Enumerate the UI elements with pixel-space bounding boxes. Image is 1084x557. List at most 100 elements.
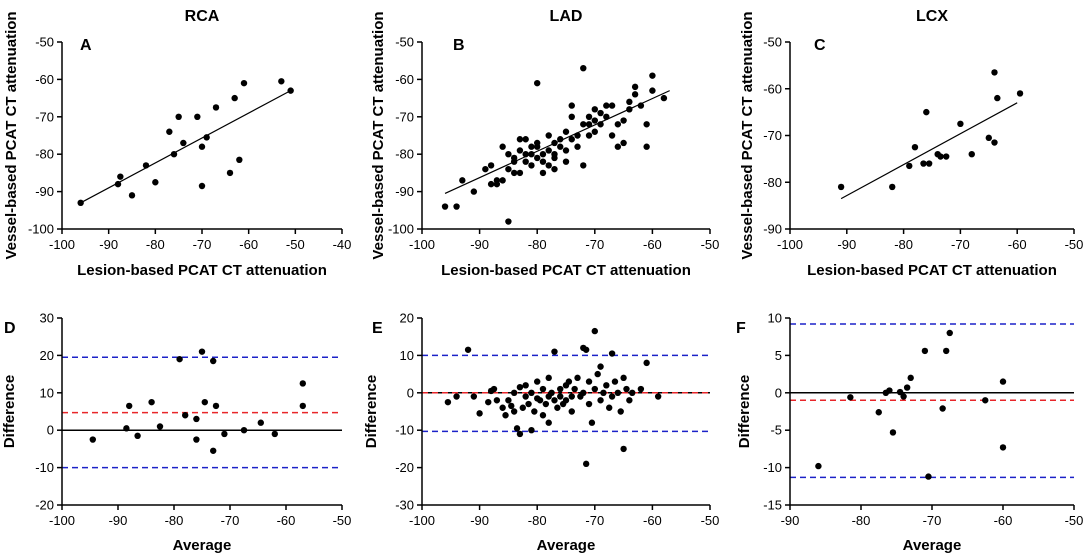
- data-point: [585, 132, 593, 139]
- x-tick-label: -60: [239, 237, 258, 252]
- data-point: [482, 165, 489, 173]
- data-point: [637, 102, 645, 109]
- y-tick-label: -100: [388, 222, 414, 237]
- y-tick-label: 0: [775, 385, 782, 400]
- y-tick-label: -10: [35, 460, 54, 475]
- data-point: [580, 162, 587, 169]
- data-point: [994, 94, 1001, 102]
- data-point: [943, 153, 950, 160]
- data-point: [510, 389, 518, 396]
- data-point: [562, 128, 570, 135]
- x-tick-label: -50: [286, 237, 305, 252]
- y-tick-label: 10: [40, 385, 54, 400]
- data-point: [198, 143, 206, 150]
- data-point: [522, 393, 529, 400]
- data-point: [502, 412, 509, 419]
- data-point: [999, 378, 1007, 385]
- y-tick-label: -50: [395, 35, 414, 50]
- data-point: [545, 419, 552, 426]
- data-point: [568, 136, 575, 143]
- data-point: [508, 402, 515, 410]
- x-tick-label: -50: [1065, 237, 1084, 252]
- y-tick-label: -30: [395, 498, 414, 513]
- data-point: [614, 121, 622, 128]
- data-point: [505, 218, 512, 225]
- y-tick-label: 10: [768, 311, 782, 326]
- data-point: [441, 203, 449, 210]
- y-tick-label: -10: [763, 460, 782, 475]
- chart-title: RCA: [185, 8, 220, 25]
- data-point: [925, 473, 932, 480]
- data-point: [565, 378, 573, 385]
- data-point: [505, 397, 512, 404]
- x-tick-label: -70: [951, 237, 970, 252]
- x-tick-label: -90: [109, 513, 128, 528]
- data-point: [968, 151, 975, 158]
- y-tick-label: 5: [775, 348, 782, 363]
- data-point: [889, 183, 896, 191]
- data-point: [597, 109, 604, 117]
- x-tick-label: -90: [470, 237, 489, 252]
- data-point: [554, 404, 561, 411]
- data-point: [620, 445, 627, 453]
- data-point: [603, 382, 610, 389]
- data-point: [510, 169, 518, 177]
- data-point: [588, 419, 596, 426]
- x-tick-label: -90: [837, 237, 856, 252]
- data-point: [591, 385, 598, 393]
- x-tick-label: -50: [701, 513, 720, 528]
- data-point: [534, 378, 541, 385]
- data-point: [182, 412, 189, 419]
- data-point: [591, 117, 598, 124]
- data-point: [551, 397, 558, 404]
- data-point: [114, 180, 122, 188]
- data-point: [875, 409, 882, 416]
- data-point: [548, 389, 555, 396]
- data-point: [847, 394, 854, 401]
- x-tick-label: -60: [277, 513, 296, 528]
- data-point: [240, 79, 248, 87]
- x-axis-label: Lesion-based PCAT CT attenuation: [77, 262, 327, 279]
- data-point: [231, 94, 238, 102]
- chart-title: LAD: [550, 8, 583, 25]
- data-point: [585, 378, 593, 385]
- y-axis-label: Difference: [1, 375, 18, 448]
- panel-letter: B: [453, 37, 465, 54]
- regression-line: [80, 90, 291, 204]
- data-point: [212, 104, 220, 111]
- data-point: [614, 389, 622, 396]
- data-point: [637, 385, 645, 393]
- data-point: [516, 136, 524, 143]
- x-tick-label: -100: [49, 513, 75, 528]
- y-tick-label: -70: [35, 109, 54, 124]
- x-axis-label: Lesion-based PCAT CT attenuation: [807, 262, 1057, 279]
- data-point: [580, 121, 587, 128]
- data-point: [626, 98, 633, 106]
- data-point: [608, 393, 616, 400]
- data-point: [299, 380, 306, 387]
- data-point: [299, 402, 306, 410]
- data-point: [551, 165, 558, 173]
- x-tick-label: -60: [1008, 237, 1027, 252]
- data-point: [510, 154, 518, 162]
- data-point: [620, 117, 627, 124]
- x-tick-label: -70: [585, 237, 604, 252]
- data-point: [911, 143, 919, 151]
- y-tick-label: -5: [770, 423, 782, 438]
- data-point: [203, 134, 210, 141]
- chart-title: LCX: [916, 8, 948, 25]
- data-point: [923, 108, 930, 116]
- y-tick-label: -15: [763, 498, 782, 513]
- data-point: [453, 393, 460, 400]
- data-point: [631, 91, 639, 98]
- data-point: [617, 408, 624, 415]
- y-tick-label: 0: [407, 385, 414, 400]
- y-tick-label: -80: [395, 147, 414, 162]
- data-point: [522, 158, 529, 165]
- data-point: [574, 143, 581, 150]
- data-point: [906, 162, 913, 170]
- x-tick-label: -100: [409, 237, 435, 252]
- data-point: [907, 374, 914, 382]
- data-point: [539, 158, 547, 165]
